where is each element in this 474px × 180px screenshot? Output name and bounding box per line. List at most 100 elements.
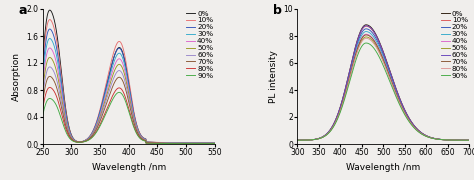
90% — [122, 98, 128, 100]
60% — [180, 142, 185, 144]
50% — [49, 58, 55, 60]
10% — [303, 139, 309, 141]
Line: 10%: 10% — [297, 26, 469, 140]
50% — [294, 139, 300, 141]
Line: 80%: 80% — [43, 87, 220, 143]
Line: 90%: 90% — [297, 43, 469, 140]
80% — [212, 142, 218, 145]
90% — [466, 139, 472, 141]
Line: 70%: 70% — [297, 35, 469, 140]
10% — [466, 139, 472, 141]
Line: 20%: 20% — [43, 29, 220, 143]
10% — [212, 142, 218, 144]
0% — [180, 142, 185, 144]
10% — [461, 139, 467, 141]
20% — [303, 139, 309, 141]
60% — [212, 142, 218, 144]
50% — [212, 142, 218, 144]
30% — [461, 139, 467, 141]
90% — [218, 143, 223, 145]
Line: 60%: 60% — [43, 67, 220, 143]
Line: 50%: 50% — [43, 57, 220, 143]
40% — [49, 49, 55, 51]
30% — [430, 137, 436, 139]
40% — [47, 47, 53, 49]
Text: a: a — [18, 4, 27, 17]
10% — [127, 81, 132, 84]
80% — [294, 139, 300, 141]
40% — [212, 142, 218, 144]
80% — [47, 86, 53, 89]
70% — [49, 76, 55, 79]
10% — [180, 142, 185, 144]
0% — [466, 139, 472, 141]
Text: b: b — [273, 4, 282, 17]
50% — [212, 142, 218, 144]
10% — [294, 139, 300, 141]
70% — [122, 84, 128, 87]
80% — [303, 139, 309, 141]
70% — [40, 101, 46, 103]
40% — [363, 33, 369, 35]
20% — [212, 142, 218, 144]
20% — [461, 139, 467, 141]
30% — [212, 142, 218, 144]
80% — [49, 87, 55, 89]
60% — [212, 142, 218, 144]
60% — [294, 139, 300, 141]
10% — [363, 25, 369, 27]
60% — [374, 35, 379, 37]
40% — [374, 43, 379, 45]
60% — [47, 66, 53, 68]
10% — [218, 142, 223, 144]
X-axis label: Wavelength /nm: Wavelength /nm — [346, 163, 420, 172]
80% — [212, 142, 218, 145]
0% — [303, 139, 309, 141]
40% — [466, 139, 472, 141]
0% — [127, 85, 132, 87]
90% — [462, 139, 467, 141]
30% — [294, 139, 300, 141]
50% — [363, 36, 369, 38]
50% — [47, 56, 53, 59]
50% — [466, 139, 472, 141]
50% — [461, 139, 467, 141]
20% — [430, 137, 436, 139]
20% — [49, 30, 55, 32]
30% — [378, 50, 384, 52]
70% — [430, 137, 436, 139]
20% — [294, 139, 300, 141]
30% — [212, 142, 218, 144]
30% — [466, 139, 472, 141]
20% — [462, 139, 467, 141]
30% — [462, 139, 467, 141]
40% — [122, 68, 128, 70]
30% — [127, 88, 132, 91]
40% — [462, 139, 467, 141]
60% — [363, 25, 369, 27]
50% — [127, 95, 132, 97]
50% — [212, 142, 218, 144]
40% — [303, 139, 309, 141]
Line: 30%: 30% — [297, 31, 469, 140]
90% — [303, 139, 309, 141]
Legend: 0%, 10%, 20%, 30%, 40%, 50%, 60%, 70%, 80%, 90%: 0%, 10%, 20%, 30%, 40%, 50%, 60%, 70%, 8… — [440, 10, 468, 80]
60% — [430, 137, 436, 139]
20% — [363, 28, 369, 30]
70% — [127, 103, 132, 105]
Line: 10%: 10% — [43, 20, 220, 143]
60% — [40, 95, 46, 97]
Y-axis label: Absorption: Absorption — [12, 52, 21, 101]
10% — [212, 142, 218, 144]
40% — [212, 142, 218, 144]
60% — [122, 78, 128, 81]
20% — [212, 142, 218, 144]
90% — [180, 143, 185, 145]
X-axis label: Wavelength /nm: Wavelength /nm — [91, 163, 166, 172]
90% — [294, 139, 300, 141]
Line: 40%: 40% — [43, 48, 220, 143]
Line: 70%: 70% — [43, 76, 220, 143]
70% — [180, 142, 185, 145]
90% — [212, 143, 218, 145]
Line: 30%: 30% — [43, 39, 220, 143]
